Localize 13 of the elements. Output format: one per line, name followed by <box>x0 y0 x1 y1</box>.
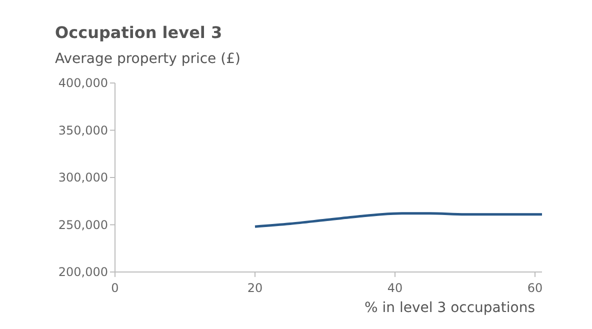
y-tick-label: 400,000 <box>58 76 108 90</box>
x-axis-title: % in level 3 occupations <box>364 300 535 316</box>
chart-title: Occupation level 3 <box>55 23 222 42</box>
x-tick-label: 40 <box>387 281 403 295</box>
y-tick-label: 200,000 <box>58 265 108 280</box>
x-tick-label: 60 <box>527 281 543 295</box>
y-tick-label: 300,000 <box>58 170 108 185</box>
line-series <box>254 212 544 228</box>
y-tick-label: 350,000 <box>58 123 108 138</box>
x-tick-label: 0 <box>111 281 119 295</box>
y-axis-title: Average property price (£) <box>55 51 240 67</box>
y-tick-label: 250,000 <box>58 218 108 232</box>
x-tick-label: 20 <box>247 281 263 295</box>
